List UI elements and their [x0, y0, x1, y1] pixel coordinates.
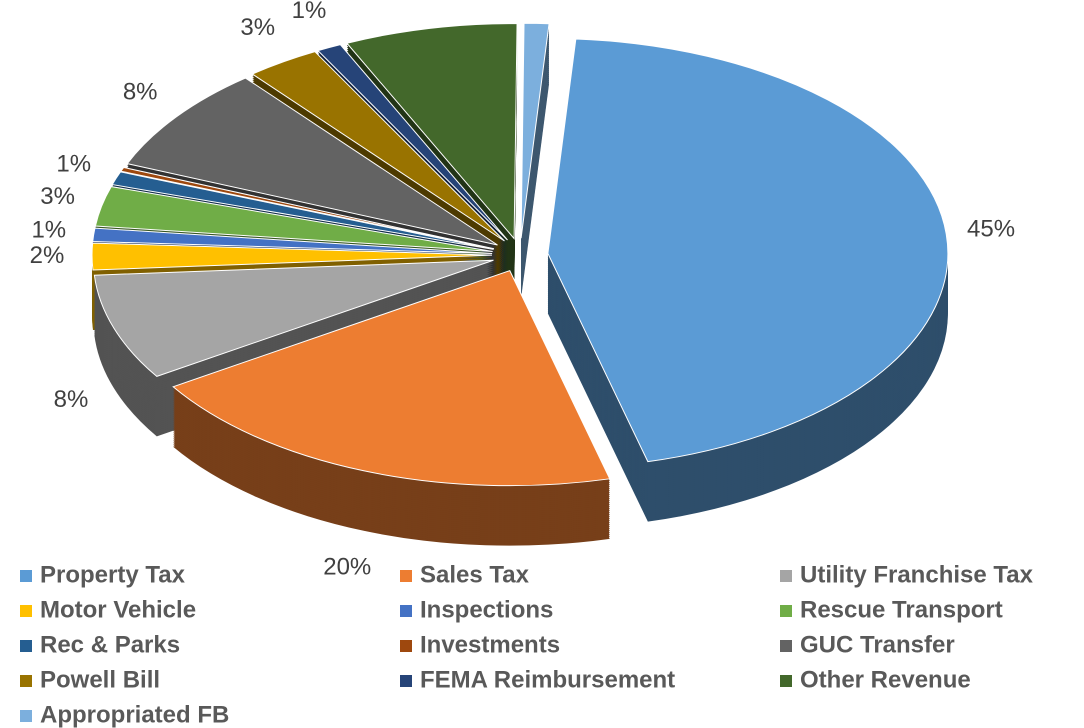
legend-label: Appropriated FB: [40, 701, 229, 728]
slice-top: [92, 227, 493, 255]
legend-swatch: [20, 710, 32, 722]
data-label: 1%: [31, 217, 66, 244]
slice-top: [91, 242, 493, 271]
data-label: 7%: [403, 0, 438, 2]
legend-label: Investments: [420, 631, 560, 658]
legend-swatch: [20, 640, 32, 652]
legend-label: Other Revenue: [800, 666, 971, 693]
data-label: 8%: [54, 386, 89, 413]
legend-label: Powell Bill: [40, 666, 160, 693]
slice-top: [172, 270, 611, 487]
legend-swatch: [400, 640, 412, 652]
slice-top: [316, 44, 508, 241]
legend-swatch: [780, 640, 792, 652]
data-label: 3%: [40, 183, 75, 210]
legend-label: Rescue Transport: [800, 596, 1003, 623]
legend-swatch: [780, 605, 792, 617]
slice: [172, 270, 611, 546]
legend-swatch: [20, 675, 32, 687]
slice: [547, 38, 949, 522]
data-label: 8%: [123, 78, 158, 105]
slice-top: [93, 259, 494, 377]
legend-label: FEMA Reimbursement: [420, 666, 675, 693]
data-label: 20%: [323, 553, 371, 580]
slice-top: [126, 77, 498, 246]
legend-label: Property Tax: [40, 561, 186, 588]
legend-swatch: [400, 570, 412, 582]
data-label: 45%: [967, 216, 1015, 243]
legend-label: Sales Tax: [420, 561, 530, 588]
slice-top: [94, 186, 493, 252]
legend-label: Motor Vehicle: [40, 596, 196, 623]
legend-swatch: [400, 675, 412, 687]
legend-label: Inspections: [420, 596, 553, 623]
legend-label: Utility Franchise Tax: [800, 561, 1034, 588]
legend-swatch: [780, 675, 792, 687]
legend-swatch: [400, 605, 412, 617]
slice-top: [520, 22, 550, 239]
slice-top: [251, 51, 505, 242]
data-label: 1%: [292, 0, 327, 24]
slice-top: [111, 171, 494, 250]
data-label: 2%: [30, 242, 65, 269]
legend-label: Rec & Parks: [40, 631, 180, 658]
legend-swatch: [20, 570, 32, 582]
slice-top: [120, 166, 495, 250]
data-label: 1%: [56, 150, 91, 177]
legend-label: GUC Transfer: [800, 631, 955, 658]
legend-swatch: [780, 570, 792, 582]
slice: [520, 22, 550, 299]
legend-swatch: [20, 605, 32, 617]
slice-top: [547, 38, 949, 463]
slice-top: [346, 23, 518, 240]
data-label: 3%: [240, 14, 275, 41]
